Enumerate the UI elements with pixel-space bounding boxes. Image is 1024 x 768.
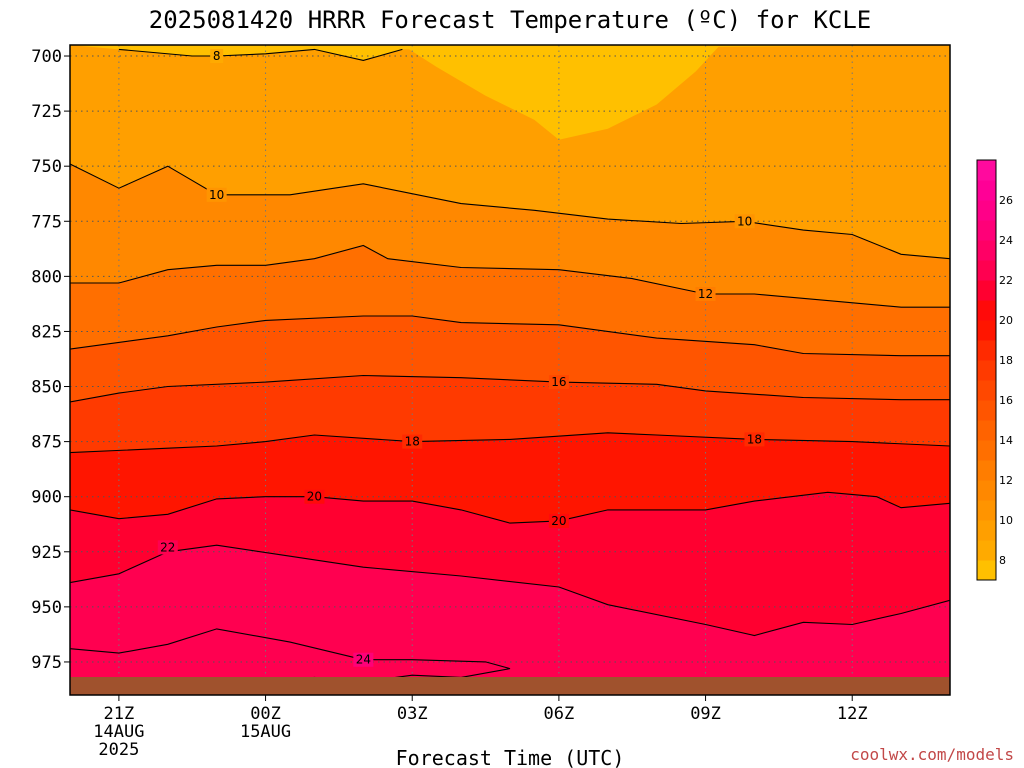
y-tick-label: 775 [31,212,62,232]
x-tick-label: 12Z [837,704,868,724]
plot-area: 81010121618182020222422 [70,45,950,695]
colorbar-segment [977,560,996,581]
x-tick-year: 2025 [98,740,139,760]
colorbar-label: 8 [999,554,1006,567]
x-tick-date: 14AUG [93,722,144,742]
colorbar-frame [976,159,997,581]
x-tick-label: 06Z [544,704,575,724]
colorbar-segment [977,240,996,261]
contour-label-10: 10 [737,214,752,228]
x-axis-label: Forecast Time (UTC) [396,746,625,768]
chart-title: 2025081420 HRRR Forecast Temperature (ºC… [149,6,871,34]
colorbar-segment [977,500,996,521]
x-tick-label: 00Z [250,704,281,724]
colorbar-segment [977,480,996,501]
band-warm-upper [70,45,950,259]
isotherm-18 [70,432,950,454]
colorbar-segment [977,220,996,241]
contour-label-20: 20 [551,514,566,528]
colorbar-segment [977,320,996,341]
plot-frame [69,44,951,696]
contour-label-10: 10 [209,188,224,202]
isotherm-8 [118,48,403,61]
grid-lines [70,45,950,695]
contour-label-8: 8 [213,49,221,63]
contour-label-20: 20 [307,490,322,504]
colorbar-segment [977,160,996,181]
colorbar-label: 18 [999,354,1013,367]
band-12-14 [70,245,950,356]
x-tick-label: 21Z [104,704,135,724]
colorbar-segment [977,460,996,481]
colorbar-segment [977,280,996,301]
y-tick-label: 800 [31,267,62,287]
band-10-12 [70,164,950,308]
isotherm-10 [70,163,950,260]
y-tick-label: 825 [31,322,62,342]
y-tick-label: 850 [31,378,62,398]
y-tick-label: 950 [31,598,62,618]
colorbar-segment [977,340,996,361]
colorbar-segment [977,520,996,541]
colorbar-segment [977,180,996,201]
colorbar-segment [977,540,996,561]
contour-label-18: 18 [405,435,420,449]
colorbar-label: 20 [999,314,1013,327]
colorbar-segment [977,400,996,421]
x-tick-date: 15AUG [240,722,291,742]
isotherm-16 [70,374,950,403]
y-axis-ticks: 700 725 750 775 800 825 850 875 900 925 950 975 [31,47,70,673]
contour-label-12: 12 [698,287,713,301]
colorbar-label: 12 [999,474,1013,487]
colorbar-label: 10 [999,514,1013,527]
contour-label-18: 18 [747,432,762,446]
y-tick-label: 975 [31,653,62,673]
isotherm-14 [70,315,950,357]
band-18-20 [70,432,950,524]
temperature-bands [70,45,950,695]
y-tick-label: 725 [31,102,62,122]
y-tick-label: 750 [31,157,62,177]
band-coldest [70,45,950,61]
y-tick-label: 925 [31,543,62,563]
y-tick-label: 900 [31,488,62,508]
x-tick-label: 03Z [397,704,428,724]
isotherm-22 [70,544,950,637]
colorbar-segment [977,420,996,441]
ground-surface [70,677,950,695]
warm-core-fill [402,45,721,140]
colorbar-label: 14 [999,434,1013,447]
colorbar-segment [977,300,996,321]
band-16-18 [70,375,950,453]
colorbar-label: 26 [999,194,1013,207]
colorbar: 8 10 12 14 16 18 20 22 24 26 [976,159,1013,581]
colorbar-label: 24 [999,234,1013,247]
band-warm-lower [70,545,950,695]
colorbar-segment [977,360,996,381]
isotherm-20 [70,491,950,524]
y-tick-label: 700 [31,47,62,67]
isotherm-contours: 81010121618182020222422 [70,48,950,692]
contour-label-24: 24 [356,653,371,667]
contour-label-16: 16 [551,375,566,389]
y-tick-label: 875 [31,433,62,453]
isotherm-12 [70,244,950,308]
colorbar-segment [977,440,996,461]
colorbar-segment [977,200,996,221]
colorbar-label: 22 [999,274,1013,287]
contour-label-22: 22 [160,540,175,554]
band-20-22 [70,492,950,636]
colorbar-segment [977,380,996,401]
x-tick-label: 09Z [690,704,721,724]
credit-text: coolwx.com/models [850,745,1014,764]
colorbar-label: 16 [999,394,1013,407]
colorbar-segment [977,260,996,281]
